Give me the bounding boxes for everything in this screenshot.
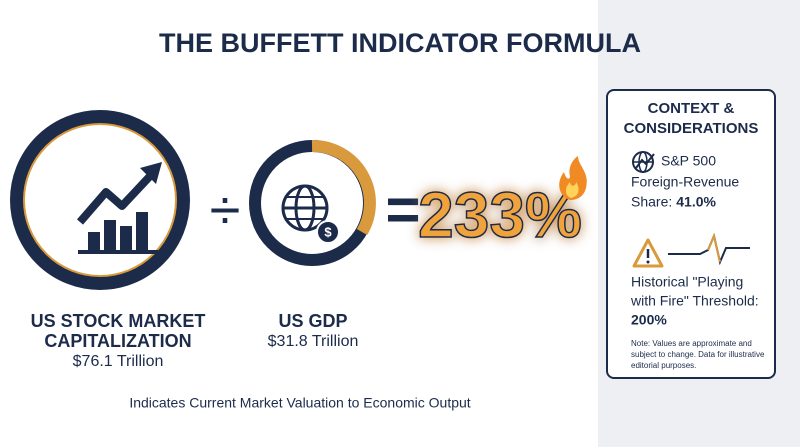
note-text: editorial purposes. — [631, 361, 696, 370]
formula-label: US GDP — [278, 311, 347, 331]
sp500-globe-icon — [632, 151, 655, 173]
item-text: S&P 500 — [661, 153, 716, 169]
divide-sign: ÷ — [210, 178, 241, 241]
formula-value: $31.8 Trillion — [268, 333, 359, 350]
gdp-icon: $ — [249, 139, 376, 266]
warning-icon — [632, 232, 750, 268]
formula-label: US STOCK MARKET — [31, 311, 206, 331]
result-value: 233% — [418, 179, 582, 251]
market-cap-icon — [10, 110, 190, 290]
item-text: Historical "Playing — [631, 274, 743, 290]
item-value: 200% — [631, 312, 667, 328]
sidebar-text: CONTEXT & CONSIDERATIONS S&P 500 Foreign-Re… — [624, 100, 765, 370]
note-text: subject to change. Data for illustrative — [631, 350, 765, 359]
sidebar-title: CONSIDERATIONS — [624, 120, 759, 137]
item-value: 41.0% — [676, 194, 716, 210]
item-text: Share: — [631, 194, 672, 210]
flame-icon — [559, 156, 587, 200]
sidebar-title: CONTEXT & — [648, 100, 735, 117]
note-text: Note: Values are approximate and — [631, 339, 752, 348]
item-text: with Fire" Threshold: — [630, 293, 759, 309]
formula-value: $76.1 Trillion — [73, 353, 164, 370]
svg-text:$: $ — [324, 224, 332, 239]
caption: Indicates Current Market Valuation to Ec… — [129, 395, 470, 411]
equals-sign: = — [385, 176, 420, 243]
item-text: Foreign-Revenue — [631, 174, 739, 190]
title: THE BUFFETT INDICATOR FORMULA — [159, 28, 641, 58]
formula-label: CAPITALIZATION — [44, 331, 191, 351]
